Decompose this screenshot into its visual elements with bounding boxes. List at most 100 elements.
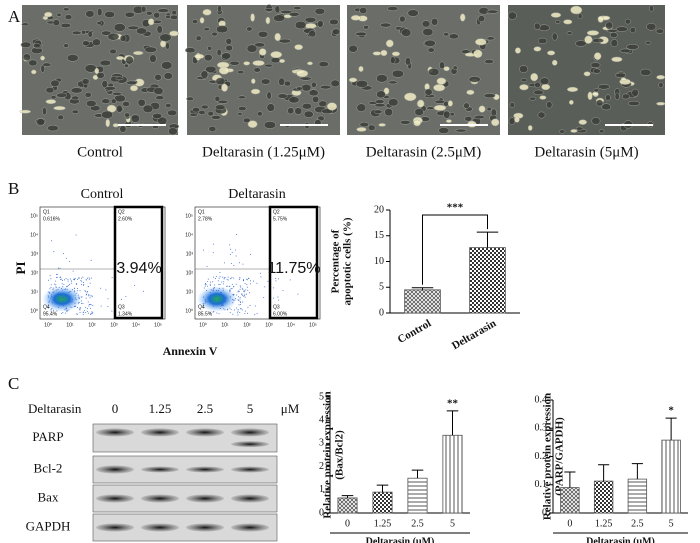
event [47,296,49,298]
event [69,283,71,285]
plot-title: Deltarasin [228,187,286,202]
event [239,277,241,279]
y-axis-label: Percentage of [330,229,342,293]
event [207,285,209,287]
event [52,292,54,294]
event [64,296,66,298]
cell [533,22,541,30]
event [213,302,215,304]
event [231,288,233,290]
y-tick-label: 10⁰ [30,308,38,314]
cell [237,106,247,111]
cell [575,126,584,131]
event [222,276,224,278]
event [222,287,224,289]
cell [81,29,86,35]
cell [229,60,240,66]
x-tick-label: 10⁴ [132,322,140,328]
cell [555,20,561,24]
event [49,292,51,294]
dose-label: 2.5 [197,401,213,416]
x-tick-label: 0 [567,518,572,529]
cell [186,96,194,102]
cell [214,104,226,110]
event [243,295,245,297]
cell [631,88,639,97]
event [62,289,64,291]
cell [247,120,258,128]
cell [426,106,435,111]
event [79,290,81,292]
cell [254,42,266,48]
event [204,302,206,304]
cell [22,53,31,61]
event [50,310,52,312]
cell [126,80,138,85]
cell [251,78,256,84]
image-caption: Deltarasin (2.5μM) [366,144,482,160]
quadrant-pct: 1.34% [118,311,133,317]
event [59,277,61,279]
event [87,286,89,288]
y-tick-label: 0.2 [535,451,548,462]
event [90,259,92,261]
event [64,312,66,314]
event [202,303,204,305]
event [85,307,87,309]
cell [146,11,153,16]
band [96,494,134,503]
cell [112,91,123,96]
event [85,293,87,295]
event [237,310,239,312]
cell [587,91,593,101]
event [75,234,77,236]
cell [71,95,80,101]
cell [42,62,52,67]
significance: * [668,405,674,417]
cell [299,76,312,81]
cell [199,17,205,24]
event [253,280,255,282]
cell [277,93,288,99]
event [244,282,246,284]
cell [477,15,486,23]
event [240,301,242,303]
cell [171,10,177,16]
event [73,291,75,293]
event [230,288,232,290]
event [218,289,220,291]
band [96,523,134,532]
cell [455,128,467,133]
cell [486,106,492,112]
event [235,298,237,300]
event [82,314,84,316]
cell [355,31,367,37]
event [52,288,54,290]
x-tick-label: 1.25 [595,518,613,529]
event [91,311,93,313]
event [217,280,219,282]
cell [144,46,157,53]
cell [388,98,399,107]
cell [537,111,546,119]
error-bar [631,463,643,480]
event [244,293,246,295]
cell [578,119,587,125]
event [259,272,261,274]
quadrant-pct: 0.616% [43,216,61,222]
cell [473,115,485,120]
event [86,308,88,310]
event [100,287,102,289]
event [75,292,77,294]
cell [539,95,547,100]
cell [399,15,406,23]
event [111,310,113,312]
axis-label: Annexin V [163,344,218,358]
cell [284,80,292,87]
event [223,281,225,283]
cell [407,9,419,17]
cell [367,124,376,131]
cell [605,21,613,30]
event [79,307,81,309]
event [232,299,234,301]
